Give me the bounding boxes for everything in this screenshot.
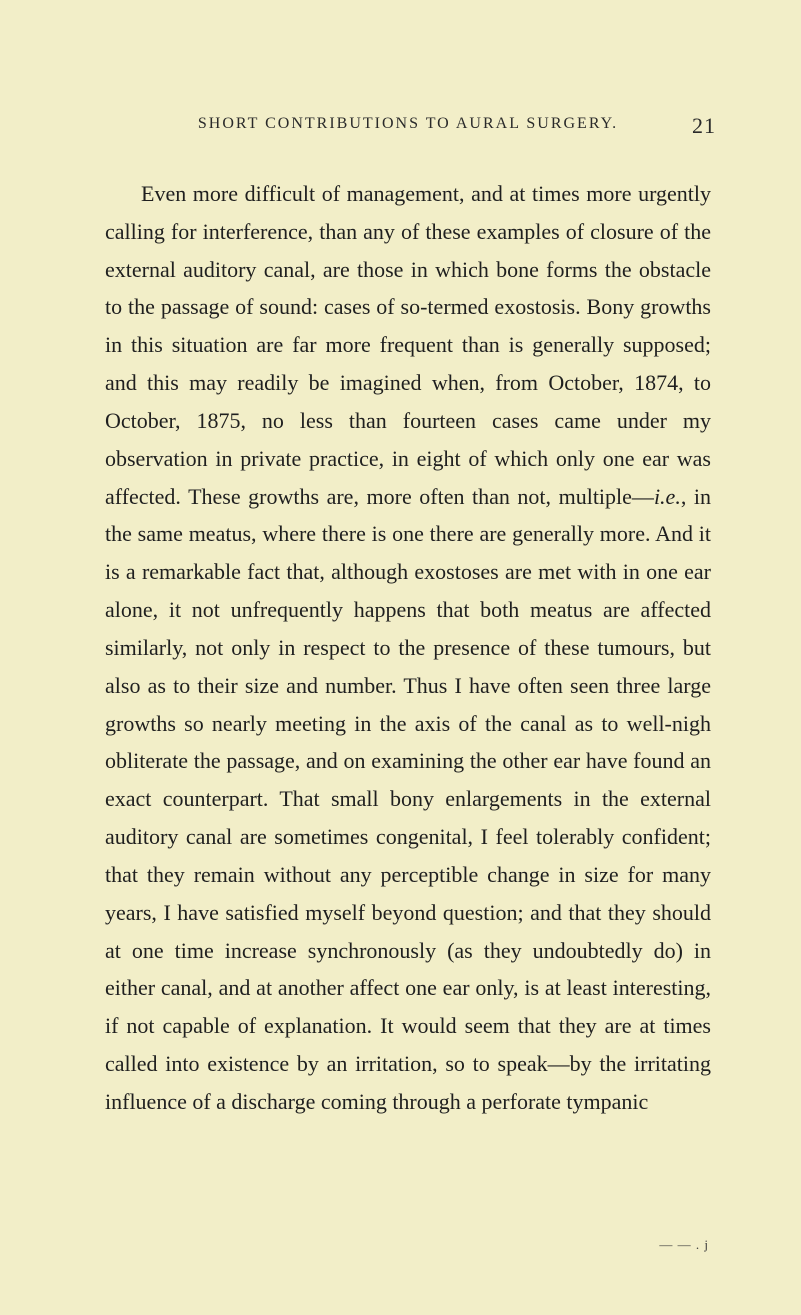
body-paragraph: Even more difficult of management, and a… [105,175,711,1121]
page-number: 21 [692,113,716,139]
running-header: SHORT CONTRIBUTIONS TO AURAL SURGERY. 21 [105,115,711,133]
italic-ie: i.e. [654,484,681,509]
corner-mark: — — . j [659,1237,709,1253]
running-title: SHORT CONTRIBUTIONS TO AURAL SURGERY. [198,115,618,132]
page-container: SHORT CONTRIBUTIONS TO AURAL SURGERY. 21… [0,0,801,1181]
